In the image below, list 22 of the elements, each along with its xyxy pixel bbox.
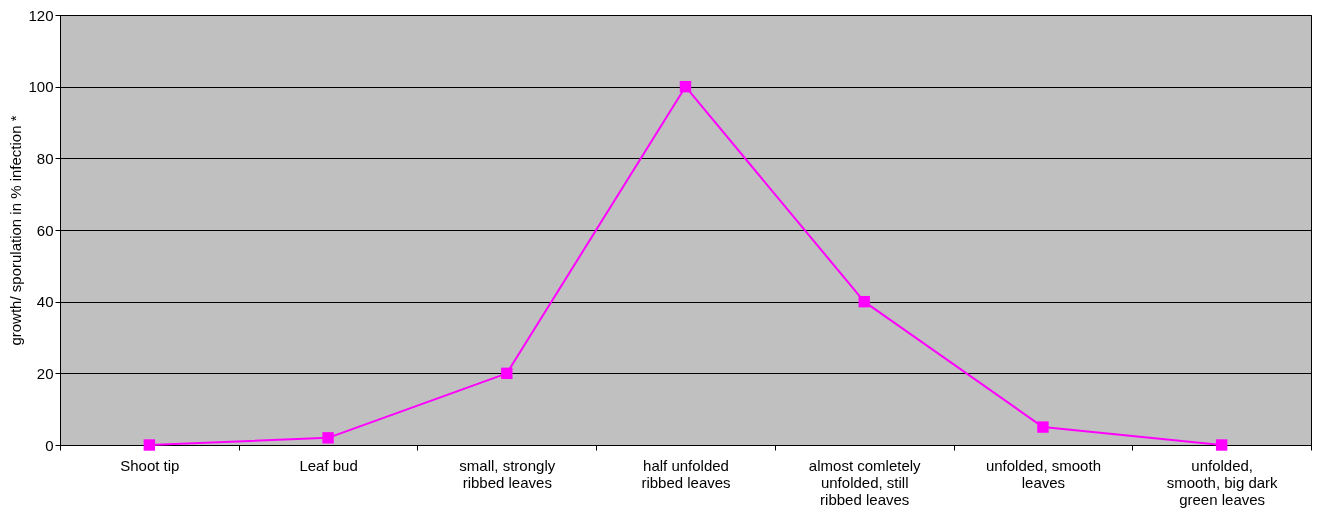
x-tick-label: Leaf bud <box>299 456 358 474</box>
y-tick-label: 40 <box>36 293 54 311</box>
x-tick-label: small, strongly ribbed leaves <box>459 456 556 491</box>
x-tick-label: almost comletely unfolded, still ribbed leaves <box>808 456 922 508</box>
y-tick-label: 20 <box>36 364 54 382</box>
x-tick-label: half unfolded ribbed leaves <box>641 456 731 491</box>
point <box>501 367 513 380</box>
y-tick-label: 120 <box>28 6 54 24</box>
point <box>858 295 870 308</box>
y-tick-label: 60 <box>36 221 54 239</box>
point <box>1037 421 1049 433</box>
y-tick-label: 80 <box>36 149 54 167</box>
point <box>322 432 334 444</box>
x-tick-label: Shoot tip <box>120 456 180 474</box>
y-axis-title: growth/ sporulation in % infection * <box>7 115 25 346</box>
x-tick-label: unfolded, smooth, big dark green leaves <box>1166 456 1279 508</box>
y-tick-label: 100 <box>28 78 54 96</box>
point <box>143 439 156 451</box>
y-tick-label: 0 <box>45 436 54 454</box>
point <box>679 80 692 93</box>
point <box>1215 439 1228 451</box>
x-tick-label: unfolded, smooth leaves <box>985 456 1101 491</box>
